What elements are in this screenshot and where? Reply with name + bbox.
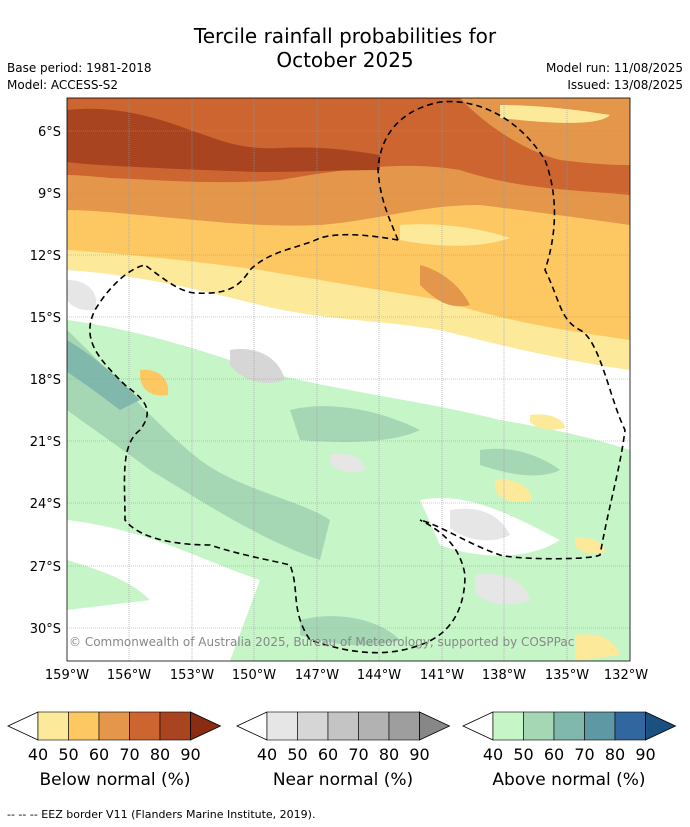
- lon-label: 135°W: [545, 668, 589, 683]
- eez-border: [89, 100, 626, 654]
- colorbar-tick: 80: [605, 745, 625, 764]
- lon-label: 144°W: [357, 668, 401, 683]
- colorbar-segment: [553, 711, 585, 741]
- colorbar-max-arrow: [190, 711, 222, 741]
- colorbar-max-arrow: [419, 711, 451, 741]
- colorbar-segment: [129, 711, 161, 741]
- probability-field: © Commonwealth of Australia 2025, Bureau…: [67, 98, 630, 661]
- lat-label: 18°S: [30, 373, 61, 388]
- colorbar-segment: [297, 711, 329, 741]
- colorbar-tick: 50: [58, 745, 78, 764]
- title-line-2: October 2025: [276, 48, 414, 72]
- lon-label: 147°W: [295, 668, 339, 683]
- colorbar-segment: [327, 711, 359, 741]
- lat-label: 24°S: [30, 497, 61, 512]
- colorbar-segment: [266, 711, 298, 741]
- lat-label: 9°S: [38, 187, 61, 202]
- colorbar-tick: 60: [89, 745, 109, 764]
- issued-date: Issued: 13/08/2025: [567, 78, 683, 92]
- model-info: Base period: 1981-2018 Model: ACCESS-S2: [7, 60, 152, 94]
- map-title: Tercile rainfall probabilities for Octob…: [0, 24, 690, 72]
- above-normal-label: Above normal (%): [492, 770, 646, 790]
- lon-label: 138°W: [482, 668, 526, 683]
- lat-label: 30°S: [30, 622, 61, 637]
- near-normal-label: Near normal (%): [272, 770, 414, 790]
- colorbar-segment: [388, 711, 420, 741]
- colorbar-segment: [614, 711, 646, 741]
- run-info: Model run: 11/08/2025 Issued: 13/08/2025: [546, 60, 683, 94]
- lon-label: 153°W: [170, 668, 214, 683]
- eez-footnote: -- -- -- EEZ border V11 (Flanders Marine…: [7, 808, 316, 821]
- colorbar-tick: 40: [28, 745, 48, 764]
- model-name: Model: ACCESS-S2: [7, 78, 119, 92]
- latitude-labels: 6°S 9°S 12°S 15°S 18°S 21°S 24°S 27°S 30…: [30, 125, 61, 637]
- colorbar-tick: 40: [483, 745, 503, 764]
- colorbar-segment: [492, 711, 524, 741]
- colorbar-min-arrow: [462, 711, 494, 741]
- colorbar-min-arrow: [7, 711, 39, 741]
- colorbar-segment: [584, 711, 616, 741]
- colorbar-min-arrow: [236, 711, 268, 741]
- lat-label: 12°S: [30, 249, 61, 264]
- lat-label: 15°S: [30, 311, 61, 326]
- colorbar-tick: 80: [150, 745, 170, 764]
- below-normal-label: Below normal (%): [39, 770, 191, 790]
- lon-label: 156°W: [107, 668, 151, 683]
- colorbar-segment: [358, 711, 390, 741]
- colorbar-tick: 90: [180, 745, 200, 764]
- colorbar-max-arrow: [645, 711, 677, 741]
- colorbar-tick: 60: [544, 745, 564, 764]
- colorbar-segment: [37, 711, 69, 741]
- colorbar-tick: 90: [409, 745, 429, 764]
- copyright-text: © Commonwealth of Australia 2025, Bureau…: [69, 635, 574, 649]
- colorbar-tick: 50: [513, 745, 533, 764]
- colorbar-tick: 40: [257, 745, 277, 764]
- lat-label: 27°S: [30, 560, 61, 575]
- colorbar-segment: [523, 711, 555, 741]
- colorbar-tick: 80: [379, 745, 399, 764]
- colorbar-segment: [98, 711, 130, 741]
- lon-label: 141°W: [420, 668, 464, 683]
- model-run: Model run: 11/08/2025: [545, 61, 683, 75]
- lon-label: 132°W: [604, 668, 648, 683]
- colorbar-tick: 60: [318, 745, 338, 764]
- title-line-1: Tercile rainfall probabilities for: [193, 24, 497, 48]
- colorbar-tick: 70: [119, 745, 139, 764]
- colorbar-tick: 70: [574, 745, 594, 764]
- longitude-labels: 159°W 156°W 153°W 150°W 147°W 144°W 141°…: [45, 668, 648, 683]
- colorbar-segment: [159, 711, 191, 741]
- lat-label: 21°S: [30, 435, 61, 450]
- colorbars: 40 50 60 70 80 90 40 50 60 70 80 90 40 50 60 70 80 90: [7, 711, 677, 764]
- colorbar-tick: 90: [635, 745, 655, 764]
- lat-label: 6°S: [38, 125, 61, 140]
- lon-label: 159°W: [45, 668, 89, 683]
- colorbar-segment: [68, 711, 100, 741]
- base-period: Base period: 1981-2018: [7, 61, 152, 75]
- lon-label: 150°W: [232, 668, 276, 683]
- colorbar-tick: 70: [348, 745, 368, 764]
- colorbar-tick: 50: [287, 745, 307, 764]
